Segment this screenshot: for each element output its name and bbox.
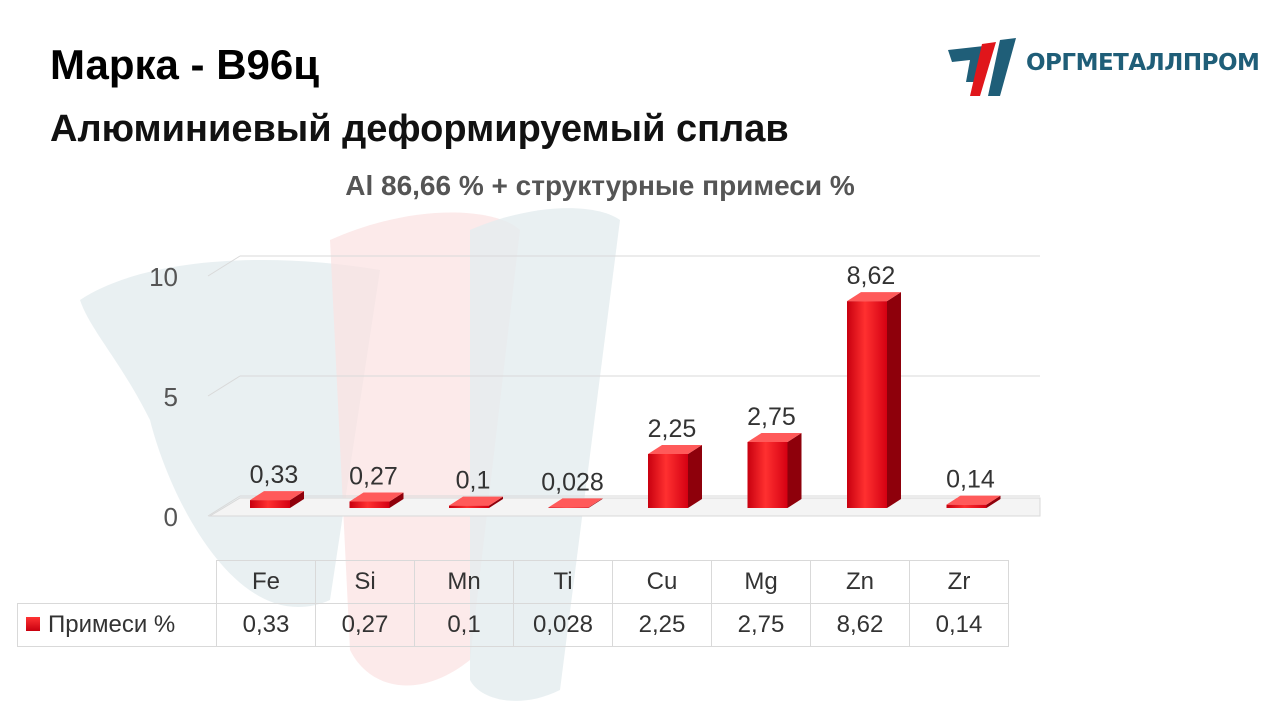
value-cell: 2,75 [711,603,811,647]
bar-top [648,445,702,454]
bar-front [349,501,390,508]
category-cell: Mn [414,560,514,604]
bar-front [449,505,489,508]
page-title: Марка - В96ц [50,40,319,90]
data-label: 0,27 [349,463,398,491]
category-cell: Si [315,560,415,604]
value-cell: 0,33 [216,603,316,647]
data-label: 2,25 [648,415,697,443]
bar-side [688,445,702,508]
value-cell: 2,25 [612,603,712,647]
value-cell: 8,62 [810,603,910,647]
bar-Ti [548,498,603,508]
legend-label: Примеси % [48,611,176,638]
bar-top [349,492,404,502]
bar-front [648,454,688,508]
value-cell: 0,028 [513,603,613,647]
legend-swatch [26,616,40,631]
bar-side [787,433,802,508]
table-corner-cell [18,561,217,604]
bar-top [946,495,1001,505]
bar-front [946,504,987,508]
category-cell: Zn [810,560,910,604]
y-tick-label: 5 [164,382,178,412]
logo-mark-icon [948,38,1016,96]
y-tick-label: 10 [149,262,178,292]
bar-front [747,442,788,508]
bar-Cu [648,445,702,508]
grade-value: В96ц [216,41,320,88]
bar-side [986,495,1001,508]
bar-top [250,491,304,501]
data-label: 0,14 [946,466,995,494]
category-cell: Ti [513,560,613,604]
data-label: 0,1 [456,467,491,495]
bar-top [548,498,603,508]
category-cell: Cu [612,560,712,604]
gridline-depth [207,255,241,277]
data-label: 2,75 [747,403,796,431]
bar-Fe [250,491,304,508]
data-label: 0,028 [541,468,604,496]
table-header-row: Fe Si Mn Ti Cu Mg Zn Zr [18,560,1009,604]
bar-Mn [449,496,503,508]
bar-top [449,496,503,506]
category-cell: Fe [216,560,316,604]
data-table: Fe Si Mn Ti Cu Mg Zn Zr Примеси % 0,33 0… [17,560,1009,647]
gridline-depth [207,375,241,397]
bar-side [389,492,404,508]
bar-top [747,433,802,442]
data-label: 8,62 [847,262,896,290]
bar-side [588,498,603,508]
y-tick-label: 0 [164,502,178,532]
bar-side [887,292,901,508]
category-cell: Mg [711,560,811,604]
value-cell: 0,1 [414,603,514,647]
bar-top [847,292,901,302]
data-label: 0,33 [250,461,299,489]
grade-label: Марка - [50,41,205,88]
bar-side [290,491,304,508]
value-cell: 0,27 [315,603,415,647]
bar-front [250,500,290,508]
logo-text: ОРГМЕТАЛЛПРОМ [1026,50,1260,76]
chart-title: Al 86,66 % + структурные примеси % [345,170,855,201]
value-cell: 0,14 [909,603,1009,647]
category-cell: Zr [909,560,1009,604]
bar-Zr [946,495,1001,508]
gridline-depth [207,495,241,517]
legend-entry: Примеси % [17,603,217,647]
bar-Si [349,492,404,508]
bar-front [548,507,589,508]
bar-side [489,496,503,508]
page-subtitle: Алюминиевый деформируемый сплав [50,108,789,150]
bar-Mg [747,433,802,508]
chart-floor [208,497,1041,517]
bar-Zn [847,292,901,508]
table-row: Примеси % 0,33 0,27 0,1 0,028 2,25 2,75 … [17,603,1009,647]
company-logo: ОРГМЕТАЛЛПРОМ [944,30,1264,100]
bar-front [847,301,887,508]
